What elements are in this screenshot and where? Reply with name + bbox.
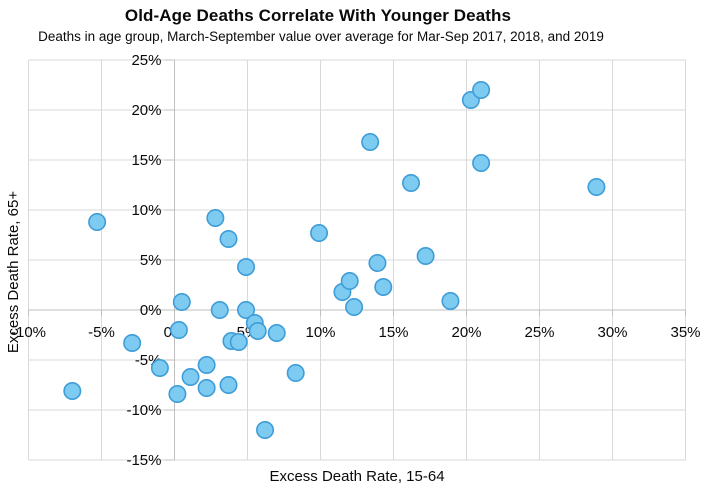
x-tick-label: 25% [524, 324, 554, 341]
y-tick-label: 5% [140, 252, 162, 269]
data-point [181, 367, 200, 386]
x-axis-title: Excess Death Rate, 15-64 [269, 468, 444, 485]
data-point [197, 378, 216, 397]
data-point [197, 355, 216, 374]
data-point [310, 224, 329, 243]
y-tick-label: -15% [126, 452, 161, 469]
data-point [237, 300, 256, 319]
data-point [374, 277, 393, 296]
y-axis-title: Excess Death Rate, 65+ [5, 191, 22, 353]
y-tick-label: -10% [126, 402, 161, 419]
x-tick-label: 15% [378, 324, 408, 341]
data-point [587, 178, 606, 197]
x-tick-label: 30% [597, 324, 627, 341]
chart-title: Old-Age Deaths Correlate With Younger De… [124, 6, 512, 25]
data-point [219, 375, 238, 394]
data-point [402, 174, 421, 193]
x-tick-label: -5% [88, 324, 115, 341]
data-point [472, 81, 491, 100]
data-point [150, 358, 169, 377]
y-tick-label: 10% [131, 202, 161, 219]
data-point [256, 420, 275, 439]
y-tick-label: 20% [131, 102, 161, 119]
data-point [368, 254, 387, 273]
data-point [286, 363, 305, 382]
y-tick-label: 15% [131, 152, 161, 169]
data-point [172, 292, 191, 311]
data-point [345, 297, 364, 316]
data-point [229, 332, 248, 351]
y-tick-label: 25% [131, 52, 161, 69]
data-point [267, 323, 286, 342]
data-point [361, 133, 380, 152]
x-tick-label: 35% [670, 324, 700, 341]
data-point [237, 257, 256, 276]
data-point [248, 321, 267, 340]
data-point [472, 154, 491, 173]
plot-border [28, 59, 686, 461]
data-point [441, 291, 460, 310]
x-tick-label: 20% [451, 324, 481, 341]
data-point [206, 209, 225, 228]
y-tick-label: 0% [140, 302, 162, 319]
data-point [123, 333, 142, 352]
data-point [416, 247, 435, 266]
x-tick-label: -10% [11, 324, 46, 341]
data-point [168, 384, 187, 403]
data-point [210, 300, 229, 319]
chart-subtitle: Deaths in age group, March-September val… [38, 29, 604, 44]
data-point [169, 320, 188, 339]
data-point [88, 213, 107, 232]
data-point [340, 271, 359, 290]
data-point [63, 381, 82, 400]
data-point [219, 230, 238, 249]
x-tick-label: 10% [305, 324, 335, 341]
